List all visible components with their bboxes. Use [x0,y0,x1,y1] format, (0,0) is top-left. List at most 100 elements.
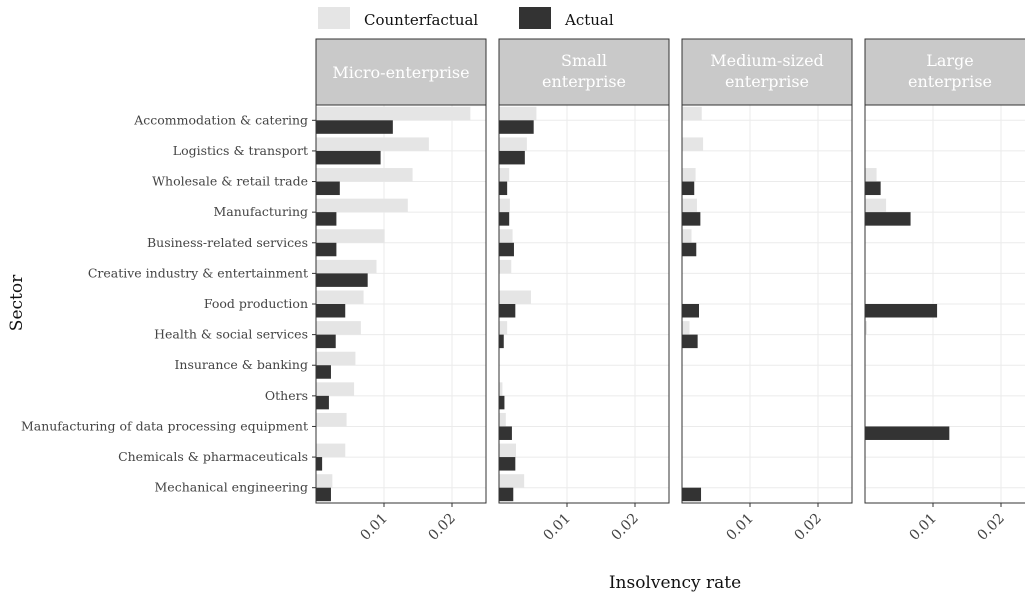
bar-actual [499,242,514,257]
x-tick-label: 0.02 [608,511,641,544]
x-axis-title: Insolvency rate [609,573,741,593]
bar-counterfactual [499,412,506,427]
bar-counterfactual [316,137,429,151]
bar-counterfactual [316,443,346,458]
bar-actual [499,304,516,318]
bar-actual [682,334,698,349]
bar-actual [316,212,337,226]
category-label: Creative industry & entertainment [88,265,308,280]
panel-1: Small enterprise 0.01 0.02 [498,38,670,544]
bar-counterfactual [499,443,516,458]
category-label: Insurance & banking [174,357,308,372]
x-tick-label: 0.01 [357,511,390,544]
bar-counterfactual [682,137,704,151]
bar-actual [316,304,346,318]
facet-title-line: Medium-sized [710,51,824,70]
bar-actual [499,181,508,196]
bar-counterfactual [316,106,471,121]
bar-counterfactual [499,259,512,274]
bar-actual [316,150,381,165]
x-tick-label: 0.02 [974,511,1007,544]
category-label: Chemicals & pharmaceuticals [118,449,308,464]
bar-actual [316,242,337,257]
bar-actual [682,304,699,318]
x-tick-label: 0.02 [791,511,824,544]
category-label: Business-related services [147,235,308,250]
bar-counterfactual [499,106,537,121]
facet-title: Large enterprise [908,51,992,91]
bar-counterfactual [865,168,877,182]
bar-actual [499,120,534,134]
x-tick-label: 0.01 [906,511,939,544]
category-label: Manufacturing [213,204,308,219]
bar-actual [499,150,525,165]
legend-swatch-counterfactual [318,7,350,29]
x-tick-label: 0.01 [540,511,573,544]
facet-title: Small enterprise [542,51,626,91]
x-tick-label: 0.01 [723,511,756,544]
bar-actual [316,334,336,349]
bar-counterfactual [499,474,525,488]
legend-label-actual: Actual [564,11,614,29]
facet-title-line: Large [926,51,974,70]
bar-counterfactual [499,168,510,182]
category-label: Manufacturing of data processing equipme… [21,418,308,433]
panel-0: Micro-enterprise 0.01 0.02 [315,38,487,544]
bar-actual [316,457,323,471]
bar-counterfactual [316,382,355,396]
bar-actual [316,273,368,287]
bar-counterfactual [316,412,347,427]
bar-actual [499,395,505,410]
facet-strip [864,38,1025,106]
facet-title-line: enterprise [542,72,626,91]
bar-counterfactual [865,321,868,335]
bar-counterfactual [499,198,510,213]
bar-counterfactual [499,137,527,151]
bar-actual [865,212,911,226]
bar-counterfactual [316,168,413,182]
bar-actual [499,426,512,440]
bar-counterfactual [499,229,513,243]
bar-counterfactual [682,229,692,243]
bar-counterfactual [499,321,508,335]
bar-counterfactual [316,259,377,274]
bar-actual [499,457,516,471]
panels: Micro-enterprise 0.01 0.02 Small enterprise 0… [315,38,1025,544]
bar-actual [682,181,695,196]
bar-counterfactual [682,198,697,213]
category-label: Wholesale & retail trade [152,174,308,189]
bar-counterfactual [316,290,364,304]
bar-actual [316,487,331,502]
bar-actual [316,365,331,379]
bar-counterfactual [316,229,385,243]
bar-actual [682,242,697,257]
bar-actual [499,334,504,349]
bar-actual [865,426,950,440]
facet-title: Medium-sized enterprise [710,51,824,91]
facet-title-line: enterprise [908,72,992,91]
panel-3: Large enterprise 0.01 0.02 [864,38,1025,544]
bar-actual [316,181,340,196]
bar-actual [316,120,393,134]
bar-counterfactual [316,351,356,366]
bar-counterfactual [682,106,702,121]
category-label: Health & social services [154,327,308,342]
x-tick-label: 0.02 [425,511,458,544]
legend-label-counterfactual: Counterfactual [364,11,478,29]
bar-counterfactual [316,321,361,335]
category-label: Mechanical engineering [155,480,309,495]
bar-actual [499,212,510,226]
bar-counterfactual [316,474,333,488]
legend-swatch-actual [519,7,551,29]
facet-title-line: Small [561,51,607,70]
y-axis-title: Sector [7,274,27,331]
bar-counterfactual [682,321,690,335]
category-labels: Accommodation & catering Logistics & tran… [21,112,316,495]
facet-title-line: enterprise [725,72,809,91]
panel-2: Medium-sized enterprise 0.01 0.02 [681,38,853,544]
bar-actual [682,212,701,226]
legend: Counterfactual Actual [318,7,614,29]
bar-actual [865,304,938,318]
facet-strip [315,38,487,106]
category-label: Others [265,388,308,403]
